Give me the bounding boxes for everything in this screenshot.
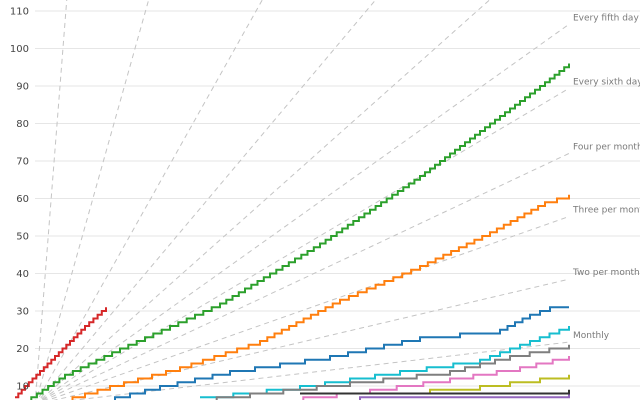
series-line [200, 326, 570, 399]
reference-line-label: Three per month [572, 206, 640, 216]
series-line [380, 374, 570, 395]
y-tick-label: 10 [16, 382, 29, 393]
series-lines [15, 63, 570, 404]
series-line [20, 63, 570, 404]
y-tick-label: 50 [16, 232, 29, 243]
reference-line [35, 23, 570, 404]
reference-lines [34, 0, 570, 404]
series-line [300, 389, 570, 395]
y-tick-label: 100 [10, 44, 29, 55]
reference-line-label: Two per month [572, 268, 640, 278]
grid-lines [35, 10, 640, 387]
series-line [150, 344, 570, 404]
series-line [15, 307, 107, 399]
y-axis-ticks: 10 20 30 40 50 60 70 80 90 100 110 [10, 7, 29, 393]
series-line [100, 306, 569, 402]
reference-line [35, 216, 570, 404]
y-tick-label: 80 [16, 119, 29, 130]
reference-line [35, 0, 490, 404]
y-tick-label: 30 [16, 307, 29, 318]
reference-line-label: Four per month [573, 142, 640, 152]
y-tick-label: 110 [10, 7, 29, 18]
reference-line [34, 0, 68, 404]
reference-line [36, 278, 570, 404]
series-line [60, 194, 570, 402]
reference-line [37, 341, 570, 404]
y-tick-label: 40 [16, 269, 29, 280]
reference-line [34, 0, 376, 404]
reference-line [35, 87, 570, 404]
y-tick-label: 90 [16, 82, 29, 93]
y-tick-label: 20 [16, 344, 29, 355]
y-tick-label: 70 [16, 157, 29, 168]
reference-line-label: Monthly [573, 331, 610, 341]
y-tick-label: 60 [16, 194, 29, 205]
reference-line-label: Every fifth day [573, 13, 639, 23]
reference-line-label: Every sixth day [573, 77, 640, 87]
reference-line [34, 0, 150, 404]
